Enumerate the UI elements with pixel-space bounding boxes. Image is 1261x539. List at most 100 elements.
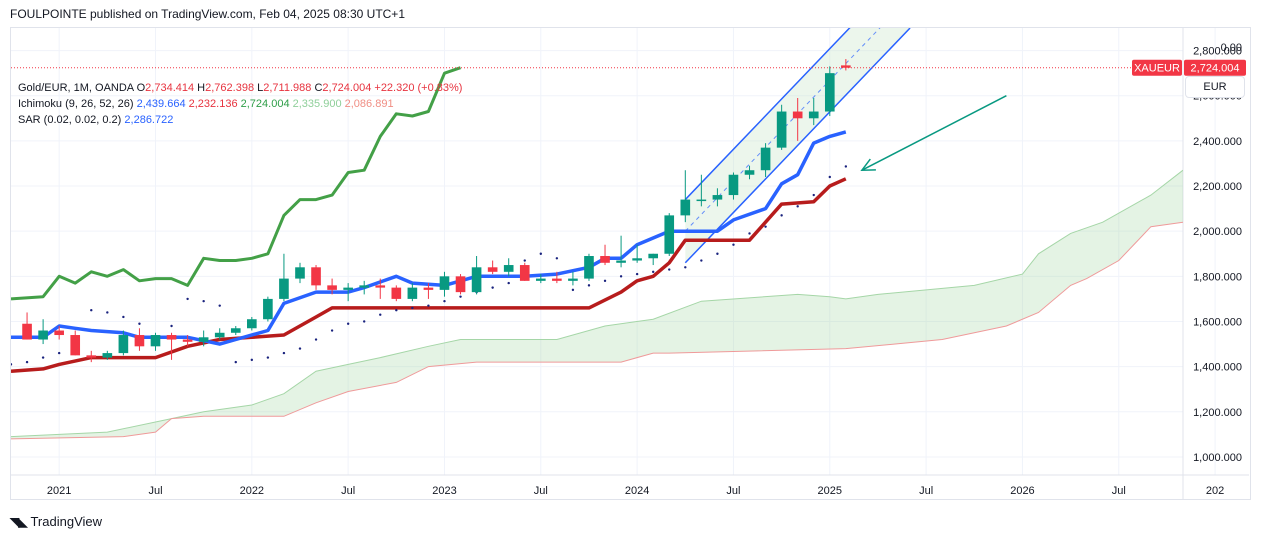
tradingview-brand-text: TradingView [30, 514, 103, 529]
sar-dot [25, 360, 29, 364]
candle-body [247, 319, 257, 329]
y-tick-label: 1,800.000 [1193, 271, 1242, 283]
sar-dot [314, 338, 318, 341]
candle-body [552, 278, 562, 281]
candle-body [535, 278, 546, 281]
trend-channel-lower-line [684, 28, 911, 264]
candle-body [632, 258, 642, 261]
sar-dot [266, 356, 270, 359]
sar-dot [298, 347, 302, 350]
y-tick-label: 2,400.000 [1193, 136, 1242, 148]
candle-body [584, 256, 594, 279]
candle-body [808, 111, 819, 119]
sar-dot [186, 297, 189, 301]
x-tick-label: Jul [148, 485, 162, 497]
arrow-drawing-head [860, 158, 876, 172]
sar-dot [170, 324, 173, 328]
x-tick-label: Jul [919, 485, 933, 497]
legend-sar-row: SAR (0.02, 0.02, 0.2) 2,286.722 [18, 112, 462, 128]
legend-ichimoku-conversion: 2,439.664 [136, 98, 186, 110]
candle-body [279, 278, 289, 299]
legend-open: 2,734.414 [145, 82, 195, 94]
legend-ichimoku-lead-b: 2,086.891 [344, 98, 394, 110]
legend-symbol-row: Gold/EUR, 1M, OANDA O2,734.414 H2,762.39… [18, 80, 462, 96]
sar-dot [363, 320, 366, 323]
x-tick-label: 2025 [818, 485, 842, 497]
legend-ichimoku-base: 2,232.136 [188, 98, 238, 110]
sar-dot [218, 304, 221, 307]
publish-header: FOULPOINTE published on TradingView.com,… [10, 7, 405, 21]
sar-dot [812, 193, 815, 197]
sar-dot [330, 329, 334, 332]
candle-body [712, 195, 723, 200]
tradingview-logo-icon: ◥◣ [10, 514, 27, 529]
candle-body [230, 328, 241, 333]
y-tick-label: 2,800.000 [1193, 46, 1242, 58]
candle-body [648, 253, 659, 259]
x-tick-label: 2024 [625, 485, 649, 497]
sar-dot [571, 288, 575, 292]
y-tick-label: 1,400.000 [1193, 362, 1242, 374]
legend-open-label: O [136, 82, 146, 94]
base-line [11, 177, 847, 373]
legend-sar-value: 2,286.722 [124, 114, 174, 126]
tradingview-logo[interactable]: ◥◣ TradingView [10, 514, 102, 529]
candle-body [22, 323, 32, 340]
sar-dot [764, 225, 767, 228]
candle-body [38, 330, 48, 340]
candle-body [680, 199, 691, 216]
sar-dot [555, 257, 559, 260]
sar-dot [523, 259, 526, 262]
senkou-span-a-line [11, 169, 1183, 438]
legend-symbol-name: Gold/EUR, 1M, OANDA [18, 82, 134, 94]
sar-dot [427, 304, 430, 307]
sar-dot [57, 351, 61, 355]
trend-channel-upper-line [684, 28, 851, 201]
sar-dot [748, 232, 751, 235]
legend-ichimoku-name: Ichimoku (9, 26, 52, 26) [18, 98, 134, 110]
sar-dot [732, 243, 735, 246]
candle-body [118, 335, 129, 354]
legend-ichimoku-lead-a: 2,335.900 [292, 98, 342, 110]
x-tick-label: Jul [341, 485, 355, 497]
candle-body [841, 65, 851, 68]
candle-body [263, 298, 273, 320]
candle-body [134, 335, 145, 347]
x-tick-label: 2026 [1010, 485, 1034, 497]
candle-body [70, 335, 81, 356]
x-tick-label: 2023 [432, 485, 456, 497]
sar-dot [651, 270, 655, 274]
candle-body [760, 147, 771, 171]
sar-dot [796, 205, 799, 208]
candle-body [166, 335, 177, 340]
candle-body [455, 276, 466, 293]
candle-body [776, 111, 787, 148]
y-tick-label: 1,200.000 [1193, 407, 1242, 419]
chart-frame [10, 27, 1251, 500]
candle-body [792, 111, 803, 119]
candle-body [375, 285, 386, 288]
currency-button[interactable]: EUR [1185, 76, 1245, 98]
sar-dot [202, 299, 205, 303]
sar-dot [619, 275, 623, 278]
sar-dot [282, 351, 286, 355]
sar-dot [346, 322, 350, 325]
sar-dot [411, 306, 414, 310]
sar-dot [700, 259, 703, 262]
sar-dot [491, 286, 494, 289]
y-tick-label: 2,000.000 [1193, 226, 1242, 238]
last-price-tag [1184, 59, 1246, 76]
candle-body [150, 335, 161, 347]
y-tick-label: 1,600.000 [1193, 316, 1242, 328]
sar-dot [828, 175, 831, 179]
senkou-span-b-line [11, 221, 1183, 440]
chart-legend: Gold/EUR, 1M, OANDA O2,734.414 H2,762.39… [18, 80, 462, 128]
sar-dot [539, 252, 543, 255]
sar-dot [716, 252, 719, 255]
candle-body [664, 215, 675, 254]
x-tick-label: Jul [534, 485, 548, 497]
candle-body [343, 287, 353, 290]
legend-change: +22.320 (+0.83%) [374, 82, 463, 94]
candle-body [86, 355, 97, 358]
